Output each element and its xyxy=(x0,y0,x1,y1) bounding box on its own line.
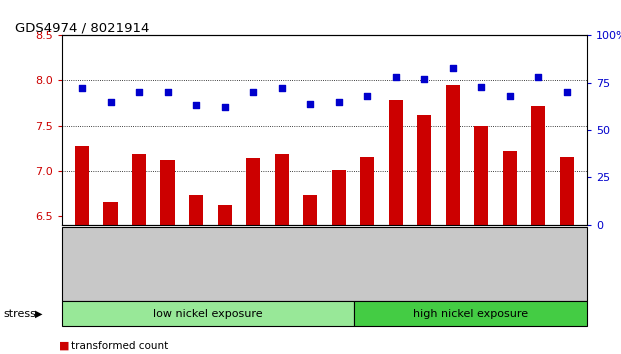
Point xyxy=(419,76,429,82)
Bar xyxy=(531,106,545,225)
Bar xyxy=(303,195,317,225)
Point xyxy=(220,104,230,110)
Point xyxy=(106,99,116,104)
Point xyxy=(163,89,173,95)
Bar xyxy=(560,157,574,225)
Point xyxy=(562,89,572,95)
Point xyxy=(391,74,401,80)
Bar xyxy=(417,115,432,225)
Bar xyxy=(189,195,203,225)
Bar xyxy=(503,151,517,225)
Bar xyxy=(446,85,460,225)
Point xyxy=(533,74,543,80)
Bar xyxy=(132,154,146,225)
Bar xyxy=(389,100,403,225)
Text: low nickel exposure: low nickel exposure xyxy=(153,309,263,319)
Bar xyxy=(75,146,89,225)
Text: high nickel exposure: high nickel exposure xyxy=(413,309,528,319)
Bar xyxy=(332,170,346,225)
Point xyxy=(306,101,315,107)
Point xyxy=(505,93,515,99)
Point xyxy=(277,86,287,91)
Text: ■: ■ xyxy=(59,341,70,351)
Point xyxy=(191,103,201,108)
Bar xyxy=(246,158,260,225)
Bar xyxy=(217,205,232,225)
Text: stress: stress xyxy=(3,309,36,319)
Point xyxy=(448,65,458,70)
Bar xyxy=(474,126,489,225)
Bar xyxy=(360,157,374,225)
Point xyxy=(333,99,343,104)
Point xyxy=(77,86,87,91)
Bar xyxy=(160,160,175,225)
Point xyxy=(248,89,258,95)
Point xyxy=(476,84,486,89)
Text: ▶: ▶ xyxy=(35,309,43,319)
Text: transformed count: transformed count xyxy=(71,341,169,351)
Text: GDS4974 / 8021914: GDS4974 / 8021914 xyxy=(15,21,149,34)
Bar xyxy=(104,202,118,225)
Bar xyxy=(274,154,289,225)
Point xyxy=(134,89,144,95)
Point xyxy=(362,93,372,99)
